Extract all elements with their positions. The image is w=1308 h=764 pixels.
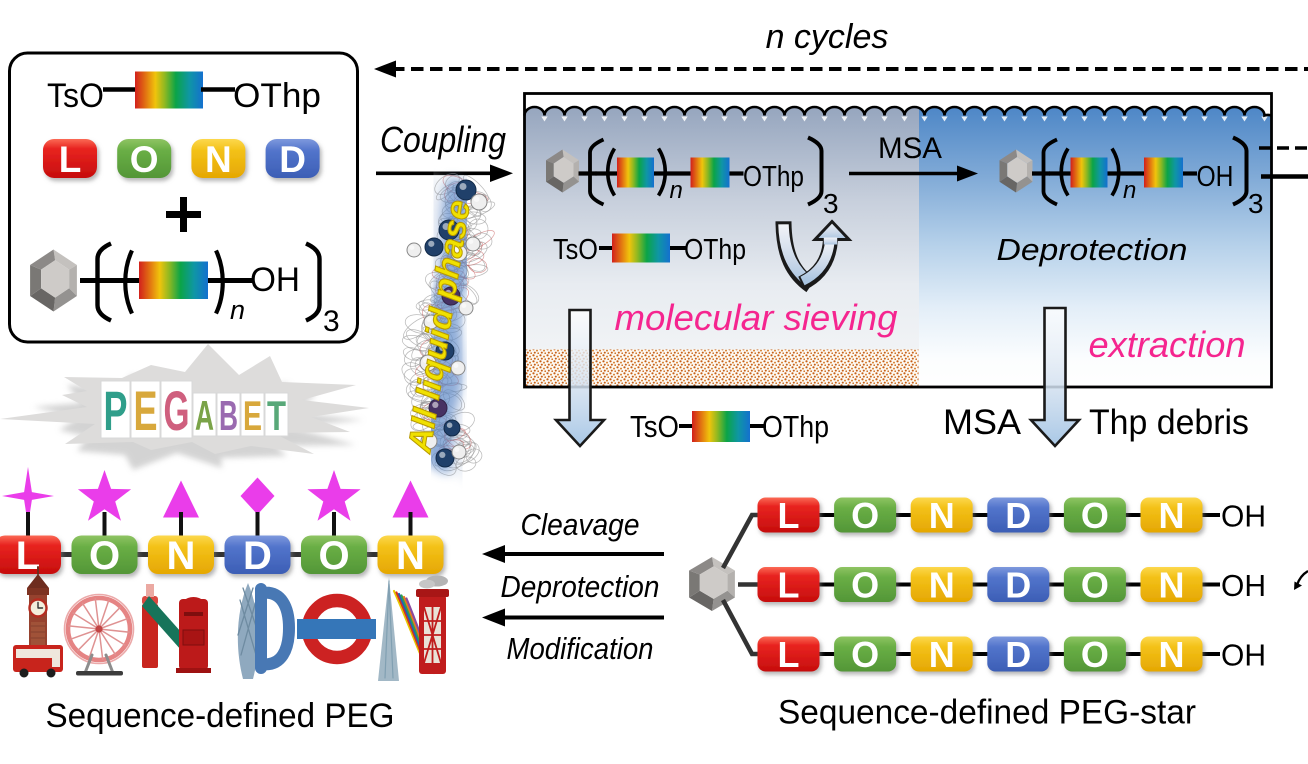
svg-text:MSA: MSA: [878, 132, 942, 165]
svg-text:N: N: [929, 634, 955, 675]
svg-text:n: n: [230, 295, 245, 325]
svg-text:N: N: [396, 534, 425, 578]
svg-text:N: N: [929, 495, 955, 536]
svg-text:n cycles: n cycles: [766, 18, 889, 56]
svg-text:Coupling: Coupling: [380, 119, 506, 160]
svg-text:MSA: MSA: [943, 403, 1022, 442]
svg-text:O: O: [851, 634, 879, 675]
svg-text:A: A: [195, 392, 214, 439]
svg-text:n: n: [1123, 177, 1136, 204]
svg-text:O: O: [130, 139, 159, 180]
svg-text:D: D: [279, 139, 306, 180]
svg-text:Thp debris: Thp debris: [1089, 403, 1249, 442]
svg-text:O: O: [318, 534, 349, 578]
svg-text:O: O: [1081, 495, 1109, 536]
svg-text:TsO: TsO: [630, 409, 679, 444]
svg-text:L: L: [59, 139, 82, 180]
svg-text:Deprotection: Deprotection: [997, 232, 1188, 267]
svg-text:OThp: OThp: [233, 77, 321, 115]
svg-text:n: n: [670, 177, 683, 204]
svg-text:G: G: [164, 379, 190, 442]
svg-text:OH: OH: [1221, 568, 1266, 603]
svg-text:Sequence-defined PEG-star: Sequence-defined PEG-star: [778, 694, 1196, 732]
svg-text:B: B: [219, 392, 238, 439]
svg-text:N: N: [167, 534, 196, 578]
svg-text:3: 3: [323, 305, 340, 338]
svg-text:Sequence-defined PEG: Sequence-defined PEG: [46, 697, 395, 735]
svg-text:E: E: [134, 379, 158, 442]
svg-text:D: D: [1005, 565, 1031, 606]
svg-text:OH: OH: [1197, 161, 1234, 193]
svg-text:D: D: [1005, 634, 1031, 675]
svg-text:TsO: TsO: [47, 77, 104, 115]
svg-text:OThp: OThp: [743, 161, 804, 193]
svg-text:Cleavage: Cleavage: [521, 507, 640, 542]
svg-text:TsO: TsO: [553, 234, 598, 266]
svg-text:3: 3: [1248, 188, 1264, 219]
svg-text:N: N: [1159, 634, 1185, 675]
svg-text:D: D: [1005, 495, 1031, 536]
svg-text:O: O: [851, 495, 879, 536]
svg-text:OH: OH: [1221, 499, 1266, 534]
svg-text:O: O: [1081, 565, 1109, 606]
svg-text:L: L: [778, 565, 800, 606]
svg-text:3: 3: [823, 188, 839, 219]
svg-text:N: N: [1159, 565, 1185, 606]
svg-text:OThp: OThp: [684, 234, 746, 266]
svg-text:N: N: [205, 139, 232, 180]
svg-text:L: L: [778, 634, 800, 675]
svg-text:Modification: Modification: [507, 631, 654, 666]
svg-text:OH: OH: [1221, 638, 1266, 673]
svg-text:N: N: [929, 565, 955, 606]
svg-text:L: L: [16, 534, 40, 578]
svg-text:OThp: OThp: [762, 409, 829, 444]
svg-text:O: O: [851, 565, 879, 606]
svg-text:extraction: extraction: [1089, 324, 1246, 365]
svg-text:N: N: [1159, 495, 1185, 536]
svg-text:Deprotection: Deprotection: [501, 569, 660, 604]
svg-text:P: P: [104, 379, 128, 442]
svg-text:O: O: [89, 534, 120, 578]
svg-text:O: O: [1081, 634, 1109, 675]
svg-text:OH: OH: [250, 261, 300, 299]
svg-text:T: T: [267, 392, 286, 439]
svg-text:L: L: [778, 495, 800, 536]
svg-text:E: E: [243, 392, 262, 439]
svg-text:D: D: [243, 534, 272, 578]
svg-text:molecular sieving: molecular sieving: [615, 297, 898, 338]
